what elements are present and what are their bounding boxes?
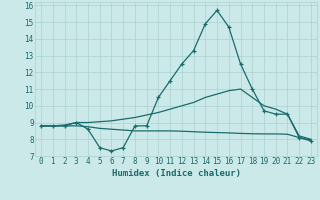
X-axis label: Humidex (Indice chaleur): Humidex (Indice chaleur) <box>111 169 241 178</box>
